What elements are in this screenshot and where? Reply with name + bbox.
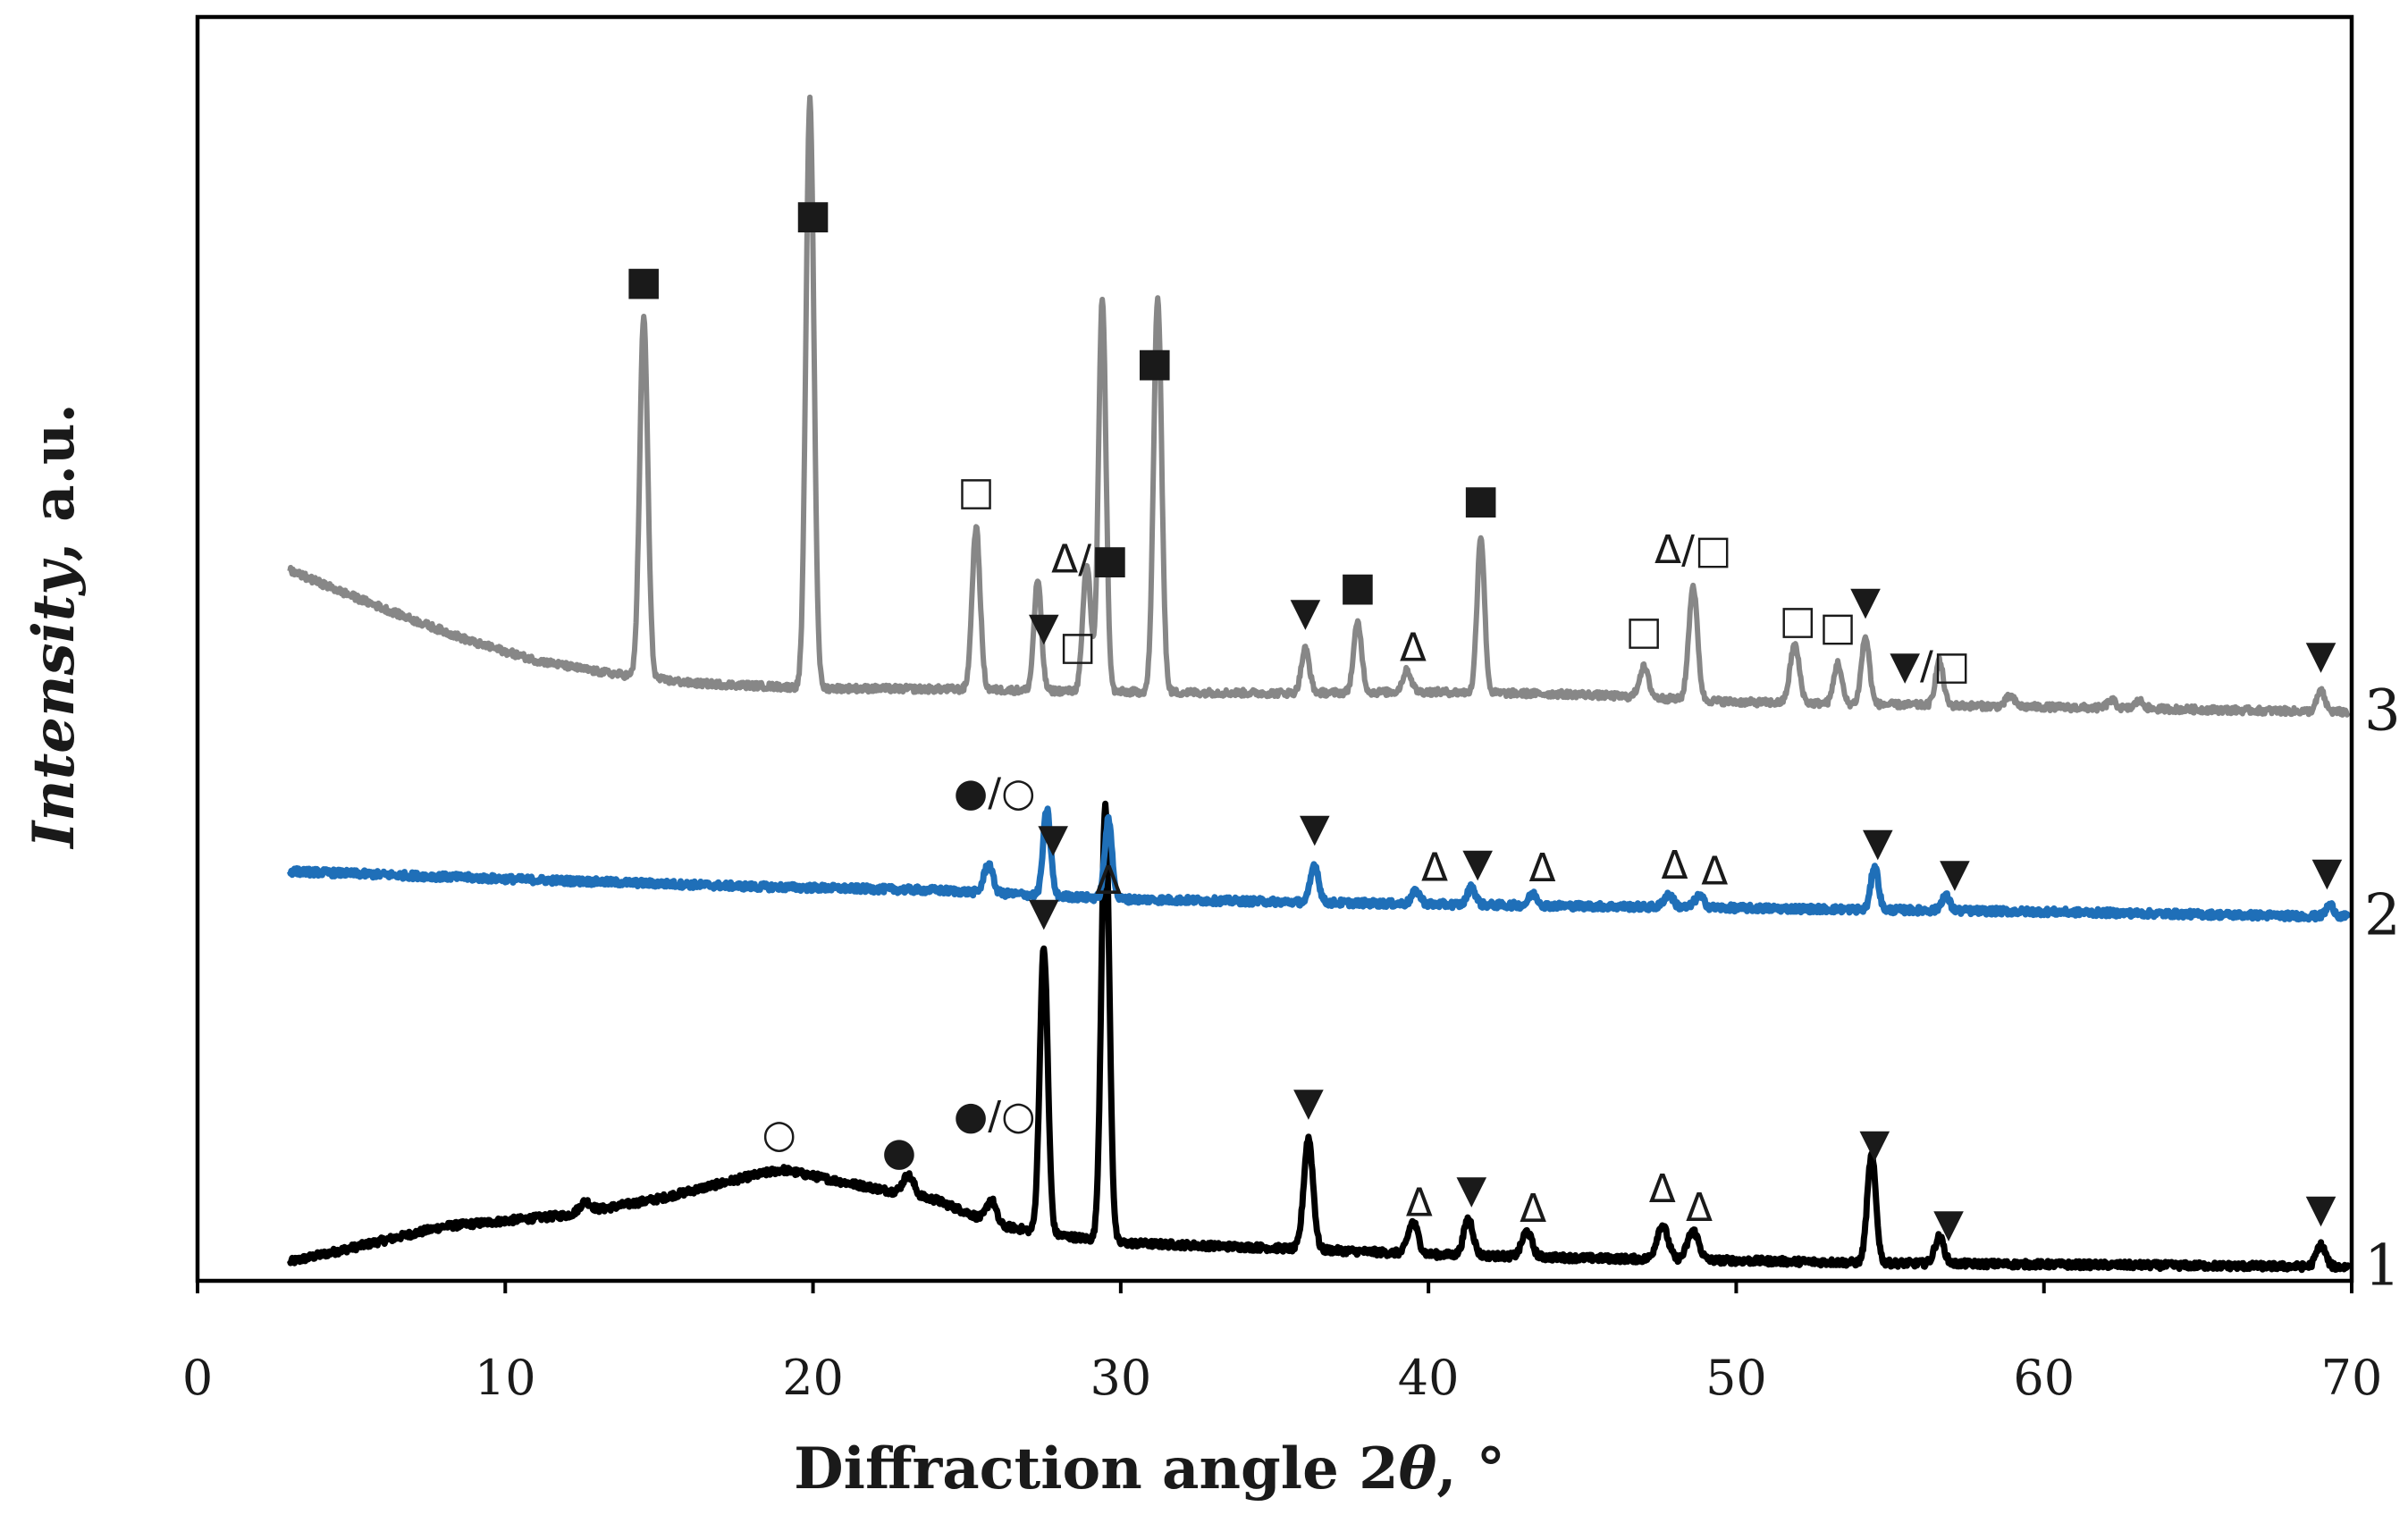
peak-marker-2: ▼ <box>1038 815 1068 861</box>
peak-marker-1: ○ <box>762 1111 796 1157</box>
peak-marker-3: ■ <box>1462 477 1500 523</box>
x-tick-label: 30 <box>1090 1350 1151 1406</box>
x-tick-label: 10 <box>475 1350 536 1406</box>
x-axis-title: Diffraction angle 2θ, ° <box>794 1435 1505 1502</box>
peak-marker-3: Δ/□ <box>1654 527 1732 573</box>
peak-marker-1: Δ <box>1686 1185 1713 1231</box>
series-label-1: 1 <box>2364 1233 2401 1299</box>
peak-marker-3: Δ <box>1400 626 1427 671</box>
peak-marker-3: □ <box>957 468 995 514</box>
plot-frame <box>195 14 2354 1284</box>
peak-marker-3: ■ <box>1339 564 1377 610</box>
peak-marker-1: ▼ <box>1933 1201 1964 1247</box>
peak-marker-3: ▼ <box>1029 604 1059 650</box>
peak-marker-1: ▼ <box>2306 1186 2336 1232</box>
peak-marker-3: ▼ <box>1291 590 1321 635</box>
peak-marker-2: ●/○ <box>954 770 1036 815</box>
peak-marker-1: Δ <box>1095 858 1122 904</box>
peak-marker-3: ■ <box>1136 340 1174 385</box>
curve-labels-layer: 1 2 3 <box>2364 678 2401 1300</box>
peak-marker-2: Δ <box>1421 846 1448 891</box>
peak-marker-1: ▼ <box>1456 1167 1486 1213</box>
peak-marker-1: Δ <box>1406 1181 1433 1226</box>
peak-marker-2: ▼ <box>1300 805 1330 851</box>
peak-marker-2: Δ <box>1701 849 1728 895</box>
peak-marker-2: Δ <box>1662 843 1688 888</box>
series-1-line <box>286 800 2352 1274</box>
peak-marker-3: ▼/□ <box>1890 643 1970 688</box>
peak-marker-1: ▼ <box>1859 1121 1890 1166</box>
curves-layer <box>286 94 2352 1274</box>
peak-marker-3: □ <box>1819 604 1857 650</box>
peak-markers-layer: ○ ●●/○▼Δ▼Δ ▼ Δ Δ Δ▼▼ ▼●/○▼ ▼Δ ▼ Δ Δ Δ▼▼ ▼■■□▼ □Δ/■■▼■… <box>625 192 2342 1247</box>
peak-marker-3: Δ/■ <box>1051 537 1129 583</box>
peak-marker-2: ▼ <box>1462 840 1493 886</box>
x-tick-label: 70 <box>2321 1350 2383 1406</box>
peak-marker-1: ● <box>882 1129 916 1174</box>
x-tick-label: 60 <box>2013 1350 2075 1406</box>
x-tick-label: 20 <box>782 1350 844 1406</box>
peak-marker-3: ■ <box>795 192 832 238</box>
peak-marker-2: ▼ <box>2312 849 2343 895</box>
peak-marker-3: ▼ <box>2306 633 2336 678</box>
series-3-line <box>287 94 2351 718</box>
peak-marker-1: ▼ <box>1029 889 1059 935</box>
x-tick-label: 50 <box>1705 1350 1767 1406</box>
y-axis-title: Intensity, a.u. <box>21 403 88 850</box>
series-2-line <box>286 805 2352 923</box>
peak-marker-1: ●/○ <box>954 1093 1036 1139</box>
peak-marker-1: Δ <box>1649 1166 1676 1212</box>
peak-marker-1: Δ <box>1520 1186 1546 1232</box>
peak-marker-2: ▼ <box>1940 851 1970 896</box>
peak-marker-3: ▼ <box>1850 578 1881 624</box>
x-tick-label: 0 <box>182 1350 213 1406</box>
peak-marker-2: ▼ <box>1863 820 1893 865</box>
peak-marker-1: ▼ <box>1293 1079 1324 1124</box>
series-label-3: 3 <box>2364 678 2401 745</box>
peak-marker-3: □ <box>1779 597 1816 643</box>
x-axis-ticks: 0 10 20 30 40 50 60 70 <box>182 1281 2383 1406</box>
series-label-2: 2 <box>2364 883 2401 949</box>
x-tick-label: 40 <box>1398 1350 1460 1406</box>
peak-marker-2: Δ <box>1528 846 1555 891</box>
peak-marker-3: □ <box>1059 623 1097 669</box>
peak-marker-3: □ <box>1625 608 1663 653</box>
peak-marker-3: ■ <box>625 258 662 304</box>
